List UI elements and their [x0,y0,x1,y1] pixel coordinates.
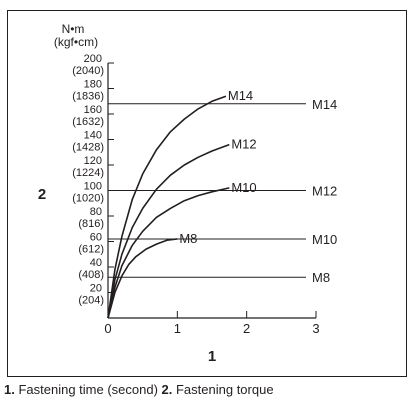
y-tick-label: 200 [84,53,102,65]
series-curve [107,143,230,319]
x-tick-label: 2 [243,321,250,336]
series-reference-label: M8 [312,270,330,285]
y-tick-label: 100 [84,181,102,193]
y-tick-label: 60 [90,232,102,244]
series-curve [107,95,227,319]
series-curve-label: M12 [231,137,256,152]
caption-item2-number: 2. [161,382,173,397]
y-tick-label: 140 [84,130,102,142]
y-tick-label: 20 [90,283,102,295]
series-curve [107,238,178,319]
plot-area: 20(204)40(408)60(612)80(816)100(1020)120… [72,53,337,336]
x-tick-label: 3 [312,321,319,336]
y-tick-label: 80 [90,206,102,218]
caption-item2-text: Fastening torque [172,382,274,397]
y-axis-label: 2 [38,186,46,203]
y-tick-sublabel: (1632) [72,116,104,128]
x-tick-label: 0 [104,321,111,336]
y-tick-sublabel: (204) [78,295,104,307]
caption-item1-number: 1. [4,382,15,397]
x-tick-label: 1 [174,321,181,336]
y-tick-sublabel: (612) [78,244,104,256]
y-tick-label: 40 [90,257,102,269]
y-tick-label: 180 [84,79,102,91]
y-tick-sublabel: (816) [78,218,104,230]
y-tick-label: 160 [84,104,102,116]
y-unit-secondary: (kgf•cm) [54,35,98,49]
series-curve-label: M10 [231,180,256,195]
series-curve [107,187,230,319]
series-reference-label: M12 [312,184,337,199]
x-axis-label: 1 [208,348,216,365]
caption-item1-text: Fastening time (second) [14,382,162,397]
series-reference-label: M10 [312,232,337,247]
y-unit-primary: N•m [62,22,85,36]
y-tick-sublabel: (408) [78,269,104,281]
series-reference-label: M14 [312,97,337,112]
y-tick-sublabel: (1020) [72,193,104,205]
chart-frame [7,10,407,377]
series-curve-label: M14 [228,88,253,103]
y-tick-sublabel: (1224) [72,167,104,179]
figure-caption: 1. Fastening time (second) 2. Fastening … [4,382,404,398]
y-tick-label: 120 [84,155,102,167]
y-tick-sublabel: (2040) [72,65,104,77]
y-tick-sublabel: (1836) [72,91,104,103]
y-tick-sublabel: (1428) [72,142,104,154]
series-curve-label: M8 [179,231,197,246]
